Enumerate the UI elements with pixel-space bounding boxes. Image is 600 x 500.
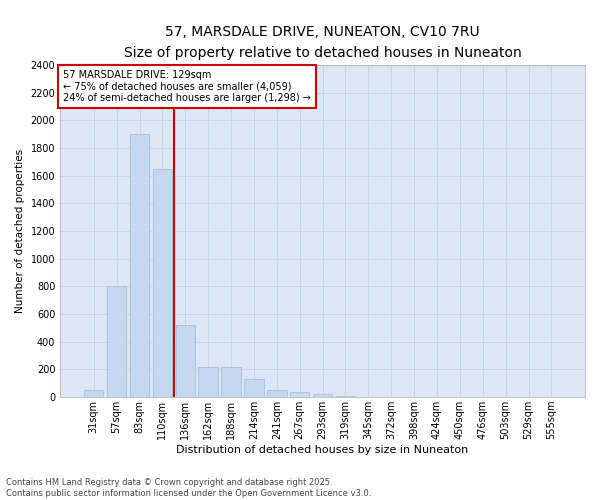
Bar xyxy=(152,169,172,397)
Bar xyxy=(199,366,218,397)
Bar xyxy=(221,366,241,397)
Bar xyxy=(244,379,263,397)
Bar xyxy=(313,394,332,397)
Bar xyxy=(130,134,149,397)
Bar xyxy=(107,286,127,397)
Bar xyxy=(336,396,355,397)
Title: 57, MARSDALE DRIVE, NUNEATON, CV10 7RU
Size of property relative to detached hou: 57, MARSDALE DRIVE, NUNEATON, CV10 7RU S… xyxy=(124,25,521,59)
Bar xyxy=(84,390,103,397)
Text: 57 MARSDALE DRIVE: 129sqm
← 75% of detached houses are smaller (4,059)
24% of se: 57 MARSDALE DRIVE: 129sqm ← 75% of detac… xyxy=(63,70,311,103)
X-axis label: Distribution of detached houses by size in Nuneaton: Distribution of detached houses by size … xyxy=(176,445,469,455)
Text: Contains HM Land Registry data © Crown copyright and database right 2025.
Contai: Contains HM Land Registry data © Crown c… xyxy=(6,478,371,498)
Bar xyxy=(290,392,310,397)
Y-axis label: Number of detached properties: Number of detached properties xyxy=(15,149,25,313)
Bar xyxy=(267,390,287,397)
Bar xyxy=(176,325,195,397)
